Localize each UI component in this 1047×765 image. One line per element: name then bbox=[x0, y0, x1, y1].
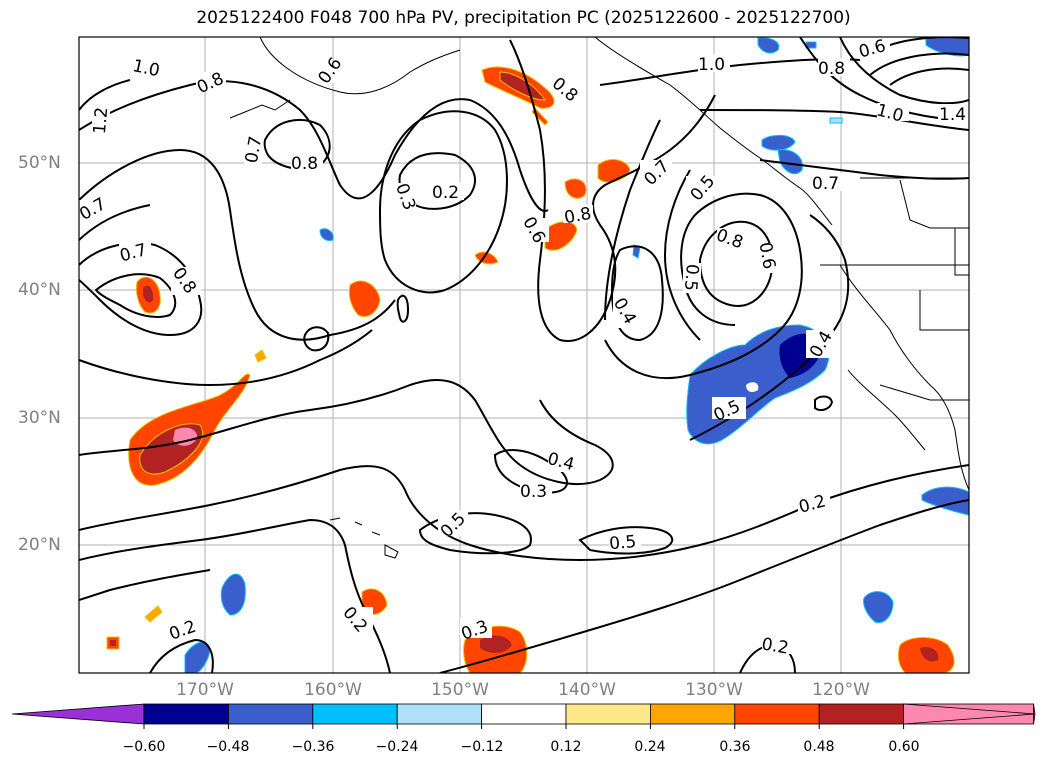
lon-label-130w: 130°W bbox=[685, 680, 743, 700]
colorbar-label: −0.36 bbox=[291, 739, 335, 755]
colorbar-bin-4 bbox=[396, 703, 483, 725]
svg-text:1.2: 1.2 bbox=[90, 106, 112, 135]
lat-label-30n: 30°N bbox=[18, 408, 61, 428]
colorbar-label: −0.24 bbox=[375, 739, 419, 755]
svg-text:0.3: 0.3 bbox=[520, 482, 547, 502]
svg-text:0.2: 0.2 bbox=[760, 634, 790, 658]
coastlines bbox=[229, 37, 969, 559]
colorbar-ticks bbox=[143, 724, 905, 729]
colorbar-bin-0 bbox=[11, 703, 145, 725]
map-frame bbox=[78, 36, 970, 674]
lon-label-170w: 170°W bbox=[176, 680, 234, 700]
colorbar-bin-9 bbox=[818, 703, 905, 725]
colorbar-label: 0.24 bbox=[634, 739, 666, 755]
colorbar-bin-6 bbox=[565, 703, 651, 725]
map-title: 2025122400 F048 700 hPa PV, precipitatio… bbox=[196, 8, 851, 28]
precip-positive bbox=[106, 66, 955, 673]
colorbar bbox=[11, 703, 1036, 725]
colorbar-bin-5 bbox=[481, 703, 567, 725]
svg-text:0.8: 0.8 bbox=[818, 59, 845, 79]
svg-text:1.0: 1.0 bbox=[698, 55, 725, 75]
colorbar-bin-2 bbox=[227, 703, 314, 725]
svg-text:0.7: 0.7 bbox=[242, 135, 266, 165]
lon-label-140w: 140°W bbox=[558, 680, 616, 700]
colorbar-label: 0.12 bbox=[550, 739, 582, 755]
lat-label-40n: 40°N bbox=[18, 280, 61, 300]
lon-label-120w: 120°W bbox=[812, 680, 870, 700]
pv-contour-labels: 1.0 0.8 0.6 1.2 0.7 0.8 0.3 0.2 0.8 0.6 … bbox=[79, 37, 969, 659]
lat-label-50n: 50°N bbox=[18, 153, 61, 173]
lat-label-20n: 20°N bbox=[18, 535, 61, 555]
lon-label-160w: 160°W bbox=[304, 680, 362, 700]
map-panel: 1.0 0.8 0.6 1.2 0.7 0.8 0.3 0.2 0.8 0.6 … bbox=[79, 37, 969, 673]
colorbar-label: 0.36 bbox=[719, 739, 751, 755]
colorbar-bin-8 bbox=[734, 703, 820, 725]
svg-text:0.7: 0.7 bbox=[812, 174, 839, 194]
colorbar-label: 0.60 bbox=[888, 739, 920, 755]
svg-text:0.6: 0.6 bbox=[755, 241, 779, 271]
colorbar-label: −0.48 bbox=[206, 739, 250, 755]
colorbar-label: −0.12 bbox=[460, 739, 504, 755]
svg-text:0.5: 0.5 bbox=[680, 263, 702, 292]
colorbar-bin-1 bbox=[143, 703, 229, 725]
colorbar-label: −0.60 bbox=[122, 739, 166, 755]
lon-label-150w: 150°W bbox=[431, 680, 489, 700]
svg-text:0.5: 0.5 bbox=[608, 532, 637, 554]
svg-text:0.8: 0.8 bbox=[563, 204, 593, 228]
svg-text:0.2: 0.2 bbox=[432, 183, 459, 203]
svg-text:1.4: 1.4 bbox=[939, 105, 966, 125]
svg-text:0.8: 0.8 bbox=[291, 154, 318, 174]
graticule bbox=[79, 37, 969, 673]
colorbar-bin-3 bbox=[312, 703, 398, 725]
colorbar-label: 0.48 bbox=[803, 739, 835, 755]
colorbar-bin-7 bbox=[650, 703, 736, 725]
